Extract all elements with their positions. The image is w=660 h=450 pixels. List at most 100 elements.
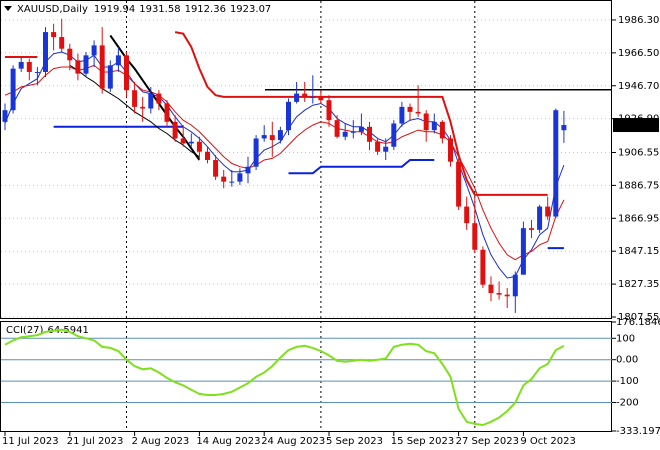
- y-tick-label: 1986.30: [618, 15, 659, 26]
- candle-body: [229, 181, 235, 183]
- candle-body: [350, 131, 356, 133]
- candle-body: [188, 141, 194, 144]
- candle-body: [245, 166, 251, 174]
- candle-body: [34, 71, 40, 73]
- indicator-line: [4, 51, 565, 279]
- candle-body: [132, 90, 138, 107]
- candle-body: [205, 151, 210, 161]
- price-frame: [0, 0, 612, 319]
- y-tick-label: 1807.55: [618, 312, 659, 323]
- y-tick-label: 1946.70: [618, 81, 659, 92]
- candle-body: [67, 48, 73, 61]
- candle-body: [43, 32, 48, 72]
- y-tick-label: 1847.15: [618, 246, 659, 257]
- y-tick-label: 1966.50: [618, 48, 659, 59]
- candle-body: [253, 138, 259, 167]
- candle-body: [180, 138, 186, 144]
- symbol: XAUUSD,Daily: [17, 4, 88, 15]
- candle-body: [423, 113, 429, 131]
- candle-body: [448, 138, 453, 162]
- price-header: XAUUSD,Daily 1919.94 1931.58 1912.36 1923.07: [17, 4, 271, 15]
- y-tick-label: -100: [616, 376, 639, 387]
- candle-body: [480, 249, 486, 285]
- header-close: 1923.07: [230, 4, 271, 15]
- candle-body: [472, 223, 478, 250]
- cci-line: [4, 328, 565, 427]
- menu-arrow: [4, 6, 12, 11]
- candle-body: [318, 96, 324, 101]
- candle-body: [2, 110, 8, 122]
- candle-body: [537, 206, 543, 230]
- x-tick-label: 15 Sep 2023: [391, 436, 454, 447]
- candle-body: [172, 121, 178, 139]
- candle-body: [512, 274, 518, 297]
- candle-body: [294, 93, 300, 102]
- x-tick-label: 14 Aug 2023: [196, 436, 260, 447]
- candle-body: [83, 55, 89, 74]
- cci-title: CCI(27): [6, 325, 44, 336]
- x-tick-label: 27 Sep 2023: [456, 436, 519, 447]
- candle-body: [59, 37, 65, 49]
- x-tick-label: 2 Aug 2023: [132, 436, 190, 447]
- candle-body: [18, 61, 24, 69]
- candle-body: [496, 292, 502, 295]
- y-tick-label: 0.00: [616, 355, 638, 366]
- x-tick-label: 11 Jul 2023: [2, 436, 59, 447]
- candle-body: [342, 131, 348, 137]
- candle-body: [51, 32, 57, 38]
- candle-body: [310, 96, 316, 98]
- candle-body: [529, 228, 534, 230]
- candle-body: [237, 173, 243, 182]
- candle-body: [391, 123, 397, 147]
- candle-body: [399, 106, 405, 124]
- candle-body: [375, 141, 381, 152]
- cci-frame: [0, 321, 612, 432]
- candle-body: [91, 45, 97, 56]
- y-tick-label: -200: [616, 397, 639, 408]
- y-tick-label: 1827.35: [618, 279, 659, 290]
- frames: [0, 0, 612, 432]
- candle-body: [488, 284, 494, 293]
- last-price-label: 1923.07: [616, 120, 657, 131]
- candle-body: [383, 146, 389, 152]
- candle-body: [124, 55, 129, 91]
- y-tick-label: 1886.75: [618, 180, 659, 191]
- x-tick-label: 24 Aug 2023: [261, 436, 325, 447]
- candle-body: [545, 206, 551, 217]
- candle-body: [26, 61, 32, 72]
- y-tick-label: 1906.55: [618, 147, 659, 158]
- header-low: 1912.36: [185, 4, 226, 15]
- candle-body: [75, 60, 81, 74]
- header-high: 1931.58: [139, 4, 180, 15]
- candle-body: [115, 55, 121, 66]
- last-price-box: [613, 118, 659, 133]
- candle-body: [439, 121, 445, 139]
- candle-body: [107, 65, 113, 89]
- candle-body: [148, 93, 154, 109]
- x-tick-label: 5 Sep 2023: [326, 436, 383, 447]
- indicator-line: [5, 31, 548, 196]
- candle-body: [561, 125, 567, 131]
- candle-body: [504, 294, 510, 297]
- candle-body: [326, 100, 332, 121]
- candle-body: [358, 126, 364, 132]
- candle-body: [140, 106, 146, 109]
- y-tick-label: 100: [616, 333, 635, 344]
- y-tick-label: 176.1846: [616, 317, 660, 328]
- candle-body: [10, 68, 16, 111]
- x-tick-label: 9 Oct 2023: [520, 436, 575, 447]
- x-tick-label: 21 Jul 2023: [67, 436, 124, 447]
- indicator-line: [53, 125, 564, 250]
- candle-body: [269, 135, 275, 141]
- y-tick-label: -333.197: [616, 426, 660, 437]
- candle-body: [277, 130, 283, 141]
- candle-body: [261, 135, 267, 139]
- candle-body: [367, 126, 372, 142]
- candle-body: [464, 206, 470, 224]
- header-open: 1919.94: [94, 4, 135, 15]
- candle-body: [286, 101, 291, 131]
- candle-body: [553, 110, 559, 217]
- candle-body: [334, 120, 340, 137]
